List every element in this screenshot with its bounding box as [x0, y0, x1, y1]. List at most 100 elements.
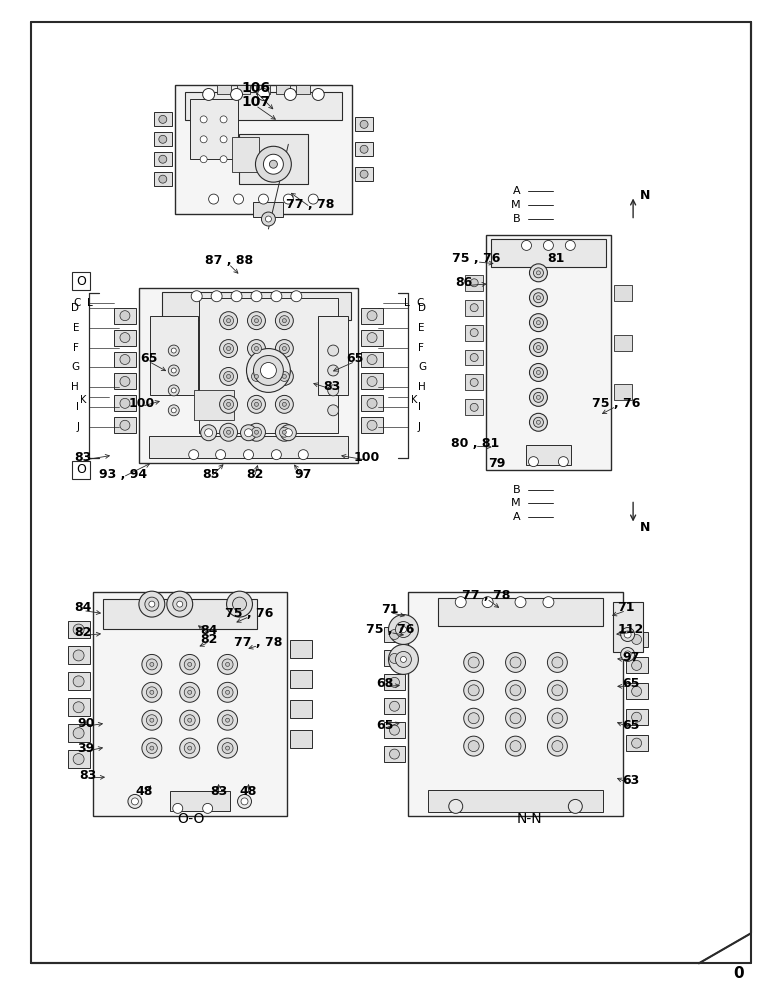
Bar — [290, 700, 312, 718]
Circle shape — [390, 653, 399, 663]
Circle shape — [552, 685, 563, 696]
Bar — [625, 657, 648, 673]
Text: 84: 84 — [200, 624, 218, 637]
Circle shape — [470, 403, 478, 411]
Text: 75 , 76: 75 , 76 — [452, 252, 501, 265]
Circle shape — [248, 367, 266, 385]
Text: B: B — [513, 214, 520, 224]
Text: 87 , 88: 87 , 88 — [205, 254, 252, 267]
Circle shape — [224, 371, 234, 381]
Circle shape — [238, 794, 252, 808]
Text: 93 , 94: 93 , 94 — [99, 468, 147, 481]
Circle shape — [139, 591, 164, 617]
Circle shape — [147, 715, 157, 726]
Circle shape — [219, 423, 238, 441]
Circle shape — [142, 738, 162, 758]
Circle shape — [120, 376, 130, 386]
Circle shape — [159, 135, 167, 143]
Bar — [290, 730, 312, 748]
Circle shape — [529, 457, 538, 467]
Text: B: B — [513, 485, 520, 495]
Circle shape — [464, 652, 483, 672]
Circle shape — [388, 644, 418, 674]
Circle shape — [537, 395, 540, 399]
Bar — [68, 750, 90, 768]
Circle shape — [283, 402, 286, 406]
Circle shape — [234, 194, 243, 204]
Text: 83: 83 — [323, 380, 340, 393]
Circle shape — [168, 405, 179, 416]
Text: J: J — [76, 422, 79, 432]
Text: 63: 63 — [622, 774, 640, 787]
Circle shape — [468, 657, 479, 668]
Circle shape — [142, 654, 162, 674]
Circle shape — [464, 736, 483, 756]
Text: 82: 82 — [200, 633, 218, 646]
Circle shape — [284, 88, 296, 100]
Circle shape — [506, 736, 526, 756]
Circle shape — [291, 291, 302, 302]
Bar — [466, 300, 483, 316]
Circle shape — [159, 115, 167, 123]
Circle shape — [279, 344, 290, 354]
Circle shape — [180, 738, 200, 758]
Bar — [154, 172, 172, 186]
Circle shape — [327, 345, 339, 356]
Circle shape — [537, 271, 540, 275]
Text: F: F — [418, 343, 424, 353]
Circle shape — [226, 430, 231, 434]
Circle shape — [482, 597, 493, 608]
Circle shape — [73, 728, 84, 739]
Circle shape — [468, 741, 479, 752]
Bar — [68, 646, 90, 664]
Circle shape — [226, 374, 231, 378]
Circle shape — [568, 799, 582, 813]
Circle shape — [219, 395, 238, 413]
Text: 79: 79 — [488, 457, 506, 470]
Bar — [384, 722, 405, 738]
Circle shape — [367, 398, 377, 408]
Circle shape — [248, 340, 266, 358]
Circle shape — [395, 651, 411, 667]
Circle shape — [624, 631, 631, 638]
Bar — [190, 99, 238, 159]
Circle shape — [188, 690, 191, 694]
Circle shape — [533, 367, 543, 377]
Circle shape — [537, 296, 540, 300]
Circle shape — [222, 715, 233, 726]
Circle shape — [470, 378, 478, 386]
Bar — [614, 285, 631, 301]
Circle shape — [225, 746, 229, 750]
Circle shape — [298, 450, 308, 460]
Circle shape — [167, 591, 193, 617]
Circle shape — [128, 794, 142, 808]
Circle shape — [215, 450, 225, 460]
Bar — [361, 308, 383, 324]
Circle shape — [621, 647, 635, 661]
Circle shape — [565, 240, 575, 250]
Circle shape — [266, 216, 272, 222]
Text: 82: 82 — [74, 626, 92, 639]
Text: 48: 48 — [135, 785, 153, 798]
Text: K: K — [80, 395, 86, 405]
Circle shape — [283, 194, 293, 204]
Text: A: A — [513, 186, 520, 196]
Text: C: C — [74, 298, 81, 308]
Circle shape — [390, 749, 399, 759]
Circle shape — [283, 430, 286, 434]
Circle shape — [510, 657, 521, 668]
Circle shape — [253, 356, 283, 385]
Circle shape — [219, 312, 238, 330]
Circle shape — [327, 385, 339, 396]
Circle shape — [533, 293, 543, 303]
Circle shape — [131, 798, 138, 805]
Bar — [72, 272, 90, 290]
Text: I: I — [418, 402, 421, 412]
Circle shape — [226, 402, 231, 406]
Text: A: A — [513, 512, 520, 522]
Circle shape — [243, 450, 253, 460]
Circle shape — [246, 349, 290, 392]
Circle shape — [248, 423, 266, 441]
Circle shape — [226, 319, 231, 323]
Text: 84: 84 — [74, 601, 92, 614]
